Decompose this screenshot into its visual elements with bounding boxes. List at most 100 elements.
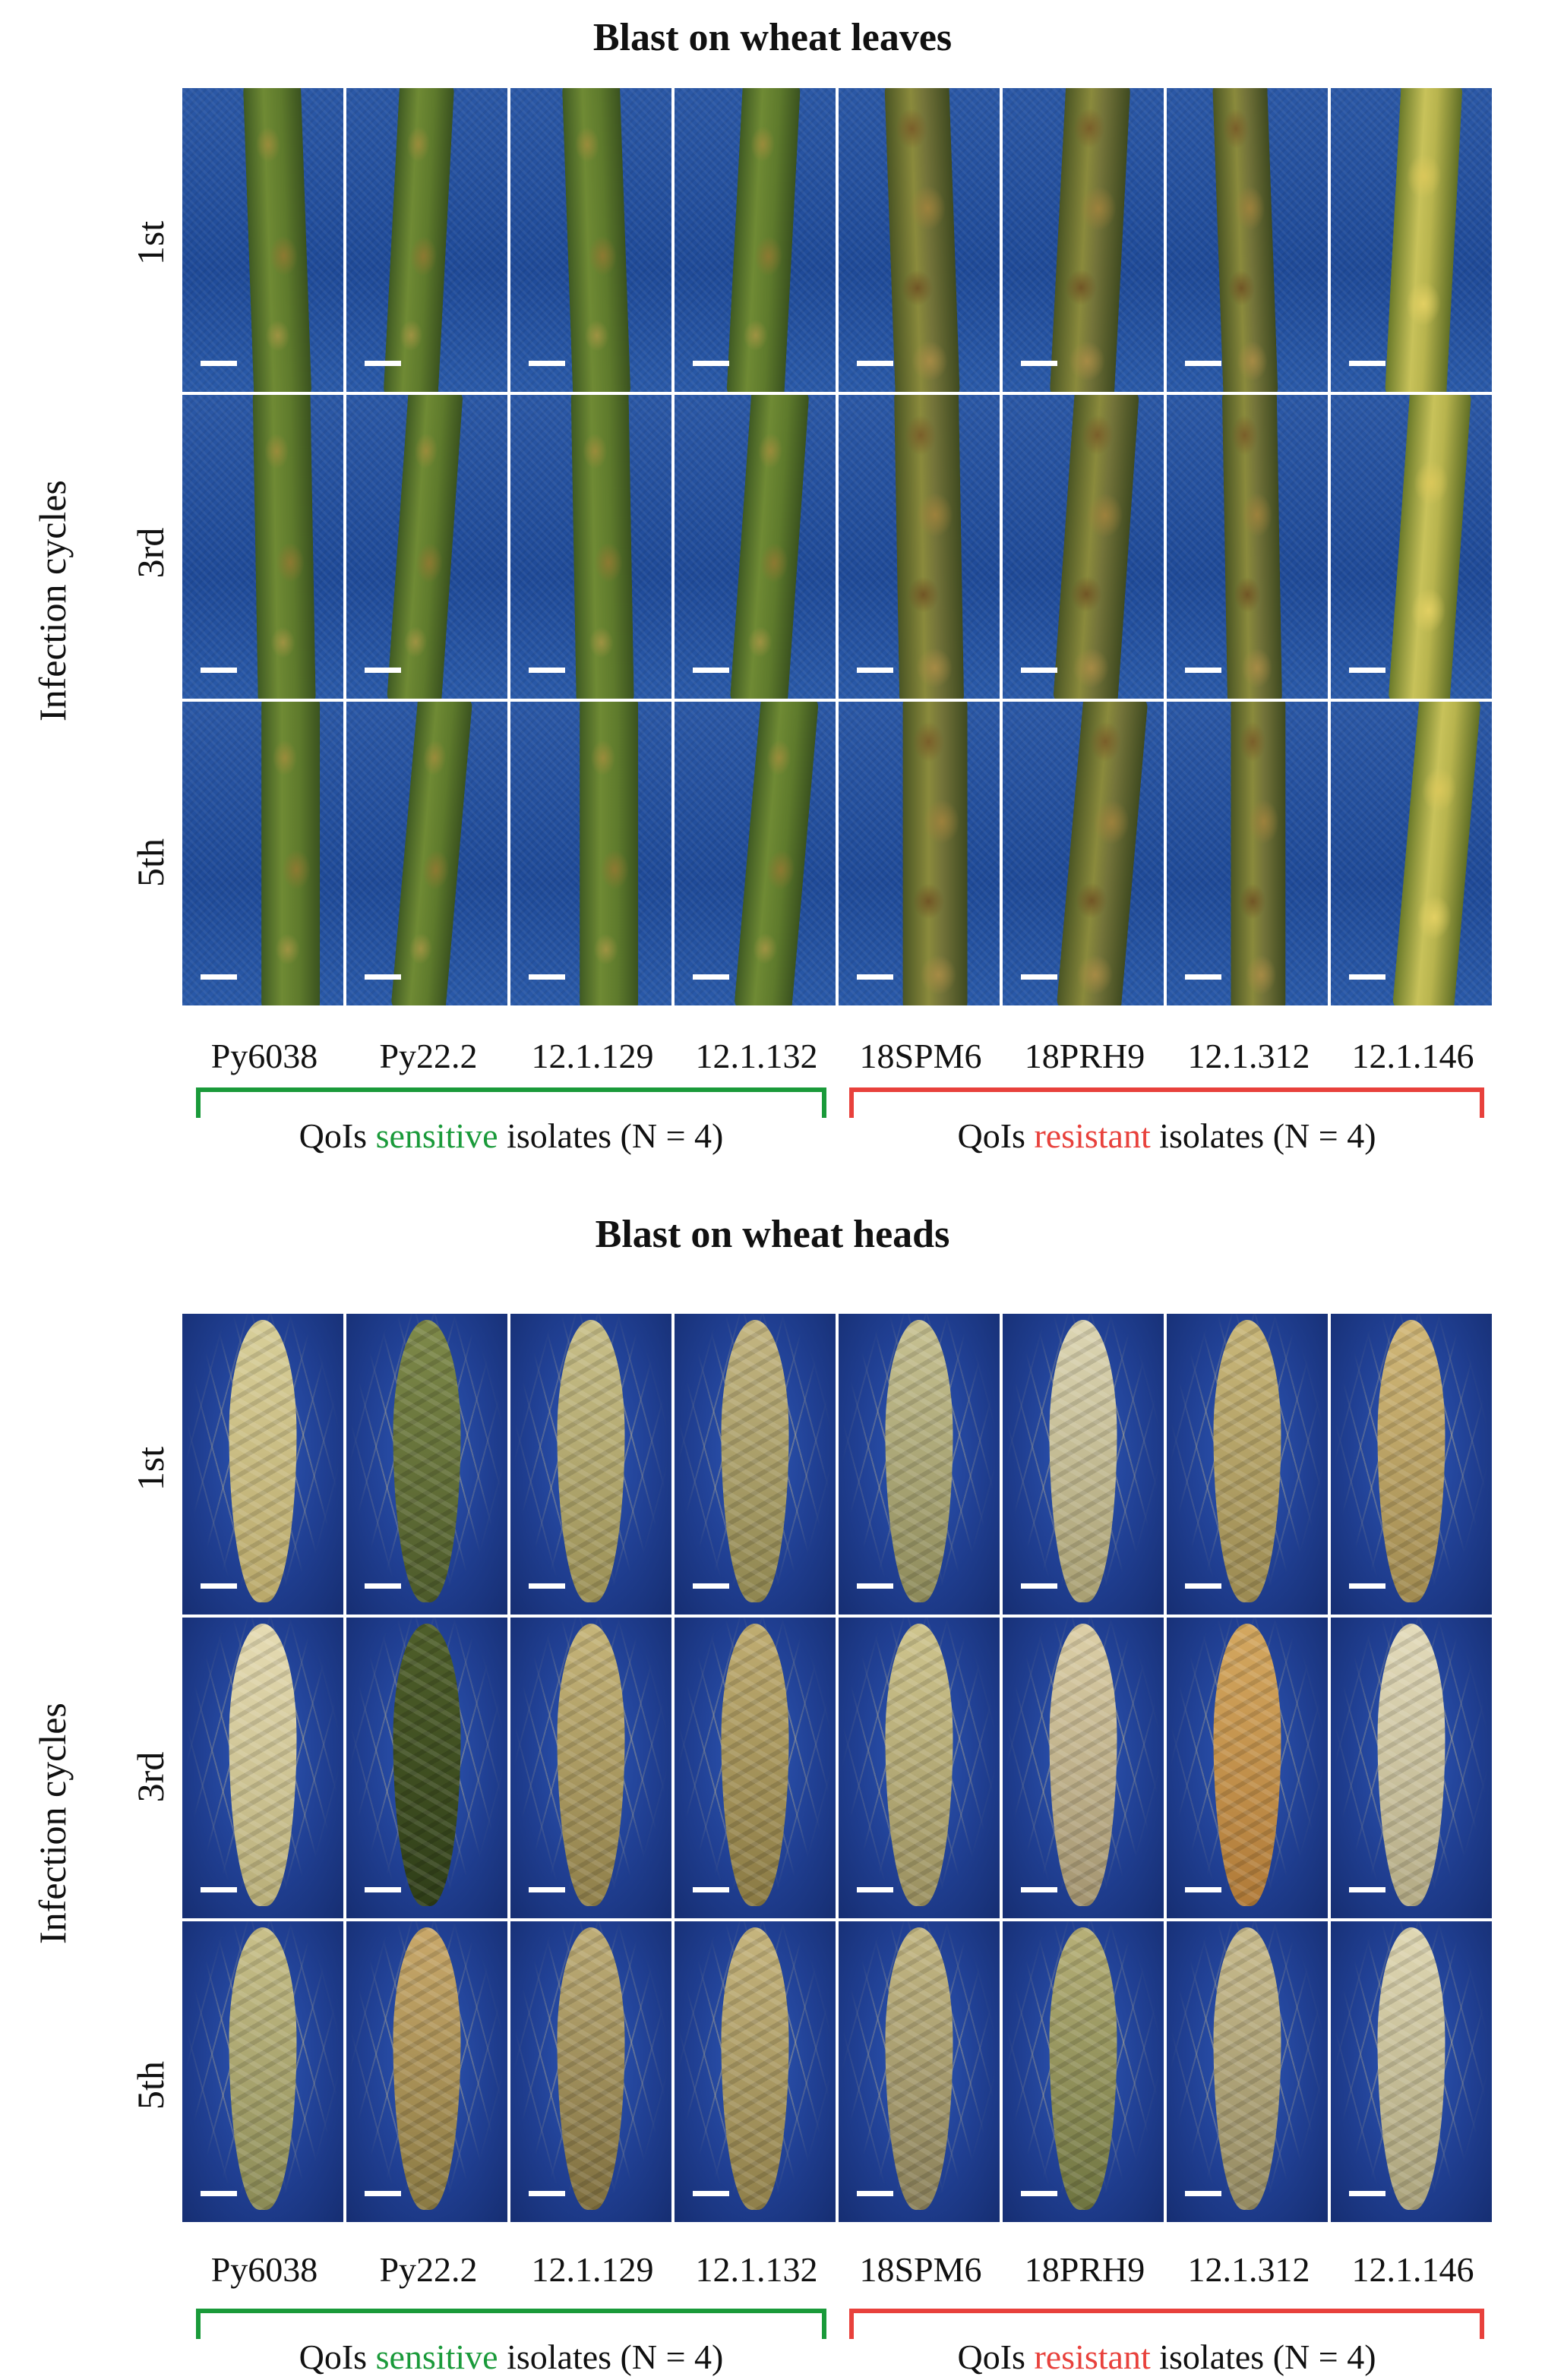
leaf-blade bbox=[386, 395, 464, 699]
leaf-blade bbox=[729, 395, 810, 699]
wheat-spike bbox=[557, 1319, 625, 1603]
leaf-photo bbox=[675, 702, 836, 1005]
leaf-blade bbox=[1384, 88, 1463, 392]
head-photo bbox=[1167, 1921, 1328, 2222]
leaf-photo bbox=[1331, 702, 1492, 1005]
group-prefix: QoIs bbox=[957, 1116, 1035, 1155]
leaf-blade bbox=[390, 702, 473, 1005]
scale-bar bbox=[529, 2191, 565, 2196]
scale-bar bbox=[365, 2191, 401, 2196]
head-photo bbox=[510, 1314, 671, 1615]
head-photo bbox=[182, 1921, 343, 2222]
isolate-label: Py6038 bbox=[210, 1037, 318, 1075]
head-photo bbox=[675, 1921, 836, 2222]
isolate-label: 12.1.312 bbox=[1187, 1037, 1310, 1075]
scale-bar bbox=[857, 1887, 893, 1892]
scale-bar bbox=[1185, 1583, 1221, 1589]
head-photo bbox=[1167, 1314, 1328, 1615]
head-photo bbox=[1331, 1314, 1492, 1615]
leaf-blade bbox=[725, 88, 801, 392]
leaf-blade bbox=[1212, 88, 1278, 392]
leaf-photo bbox=[839, 702, 1000, 1005]
head-photo bbox=[1331, 1921, 1492, 2222]
group-suffix: isolates (N = 4) bbox=[498, 1116, 724, 1155]
leaf-photo bbox=[182, 395, 343, 699]
scale-bar bbox=[529, 361, 565, 366]
isolate-label: 18PRH9 bbox=[1024, 1037, 1145, 1075]
leaves-resistant-bracket bbox=[849, 1087, 1484, 1118]
head-photo bbox=[839, 1314, 1000, 1615]
heads-row-label-5th: 5th bbox=[129, 2061, 172, 2110]
heads-row-label-3rd: 3rd bbox=[129, 1751, 172, 1803]
head-photo bbox=[675, 1618, 836, 1918]
scale-bar bbox=[201, 974, 237, 980]
leaf-blade bbox=[1053, 395, 1139, 699]
scale-bar bbox=[857, 1583, 893, 1589]
isolate-label: 12.1.312 bbox=[1187, 2250, 1310, 2289]
leaf-photo bbox=[346, 395, 507, 699]
heads-side-label: Infection cycles bbox=[31, 1703, 74, 1944]
wheat-spike bbox=[557, 1927, 625, 2211]
leaves-sensitive-bracket bbox=[196, 1087, 826, 1118]
resistant-keyword: resistant bbox=[1034, 2337, 1151, 2376]
leaf-photo bbox=[182, 702, 343, 1005]
leaf-photo bbox=[510, 702, 671, 1005]
leaf-photo bbox=[1331, 88, 1492, 392]
isolate-label: 12.1.132 bbox=[695, 2250, 818, 2289]
scale-bar bbox=[529, 1887, 565, 1892]
wheat-spike bbox=[1213, 1319, 1281, 1603]
leaf-photo bbox=[675, 88, 836, 392]
wheat-spike bbox=[721, 1623, 789, 1907]
scale-bar bbox=[201, 2191, 237, 2196]
head-photo bbox=[510, 1921, 671, 2222]
leaf-photo bbox=[1003, 702, 1164, 1005]
wheat-spike bbox=[1213, 1927, 1281, 2211]
scale-bar bbox=[1349, 1887, 1385, 1892]
head-photo bbox=[346, 1314, 507, 1615]
group-suffix: isolates (N = 4) bbox=[498, 2337, 724, 2376]
scale-bar bbox=[693, 974, 729, 980]
leaf-blade bbox=[261, 702, 320, 1005]
leaves-panel-title: Blast on wheat leaves bbox=[592, 16, 953, 59]
scale-bar bbox=[693, 1887, 729, 1892]
scale-bar bbox=[1021, 974, 1057, 980]
head-photo bbox=[1003, 1618, 1164, 1918]
wheat-spike bbox=[393, 1319, 461, 1603]
group-suffix: isolates (N = 4) bbox=[1150, 1116, 1376, 1155]
leaves-resistant-group-label: QoIs resistant isolates (N = 4) bbox=[849, 1116, 1484, 1156]
wheat-spike bbox=[1377, 1319, 1445, 1603]
sensitive-keyword: sensitive bbox=[375, 2337, 498, 2376]
isolate-label: 12.1.129 bbox=[531, 2250, 654, 2289]
isolate-label: 12.1.146 bbox=[1351, 1037, 1474, 1075]
leaf-photo bbox=[839, 88, 1000, 392]
leaves-row-label-1st: 1st bbox=[129, 220, 172, 266]
head-photo bbox=[675, 1314, 836, 1615]
isolate-label: 12.1.129 bbox=[531, 1037, 654, 1075]
isolate-label: Py22.2 bbox=[379, 2250, 478, 2289]
leaf-blade bbox=[1221, 395, 1282, 699]
scale-bar bbox=[1021, 1887, 1057, 1892]
head-photo bbox=[839, 1618, 1000, 1918]
scale-bar bbox=[1349, 1583, 1385, 1589]
wheat-spike bbox=[1049, 1623, 1117, 1907]
wheat-spike bbox=[393, 1623, 461, 1907]
wheat-spike bbox=[557, 1623, 625, 1907]
scale-bar bbox=[1185, 668, 1221, 673]
isolate-label: Py22.2 bbox=[379, 1037, 478, 1075]
leaf-photo bbox=[1003, 88, 1164, 392]
leaf-photo bbox=[1167, 702, 1328, 1005]
leaf-photo bbox=[1167, 88, 1328, 392]
leaf-blade bbox=[252, 395, 316, 699]
isolate-label: 18SPM6 bbox=[859, 1037, 982, 1075]
scale-bar bbox=[529, 668, 565, 673]
scale-bar bbox=[201, 668, 237, 673]
heads-sensitive-bracket bbox=[196, 2309, 826, 2339]
scale-bar bbox=[1349, 2191, 1385, 2196]
wheat-spike bbox=[1377, 1623, 1445, 1907]
leaf-blade bbox=[1388, 395, 1472, 699]
leaf-photo bbox=[1331, 395, 1492, 699]
scale-bar bbox=[201, 1583, 237, 1589]
scale-bar bbox=[1021, 1583, 1057, 1589]
wheat-spike bbox=[885, 1319, 953, 1603]
wheat-spike bbox=[721, 1927, 789, 2211]
